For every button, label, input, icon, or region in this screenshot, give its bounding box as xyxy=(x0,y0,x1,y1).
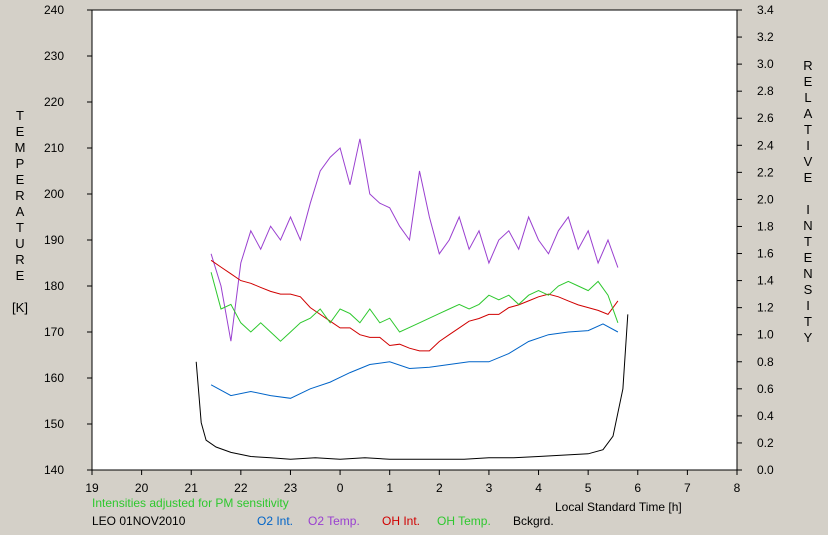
y2-label-char: I xyxy=(806,202,810,217)
y1-label-char: U xyxy=(15,236,24,251)
x-tick-label: 20 xyxy=(135,481,149,495)
y1-label-char: R xyxy=(15,252,24,267)
y2-label-char: I xyxy=(806,298,810,313)
y2-tick-label: 2.0 xyxy=(757,192,774,206)
y1-label-char: E xyxy=(16,268,25,283)
y2-label-char: T xyxy=(804,314,812,329)
y1-label-char: [K] xyxy=(12,300,28,315)
y2-label-char: I xyxy=(806,138,810,153)
x-tick-label: 21 xyxy=(185,481,199,495)
y2-tick-label: 3.4 xyxy=(757,3,774,17)
y1-label-char: R xyxy=(15,188,24,203)
legend-o2-int: O2 Int. xyxy=(257,514,293,528)
y2-label-char: L xyxy=(804,90,811,105)
y2-label-char: S xyxy=(804,282,813,297)
y2-tick-label: 2.8 xyxy=(757,84,774,98)
y2-tick-label: 2.4 xyxy=(757,138,774,152)
y2-tick-label: 0.2 xyxy=(757,436,774,450)
station-label: LEO 01NOV2010 xyxy=(92,514,186,528)
x-tick-label: 8 xyxy=(734,481,741,495)
x-tick-label: 3 xyxy=(486,481,493,495)
x-tick-label: 1 xyxy=(386,481,393,495)
legend-oh-int: OH Int. xyxy=(382,514,420,528)
x-tick-label: 6 xyxy=(634,481,641,495)
y2-tick-label: 0.4 xyxy=(757,409,774,423)
legend-oh-temp: OH Temp. xyxy=(437,514,491,528)
y2-label-char: A xyxy=(804,106,813,121)
y1-tick-label: 200 xyxy=(44,187,64,201)
y2-tick-label: 0.6 xyxy=(757,382,774,396)
x-tick-label: 4 xyxy=(535,481,542,495)
y2-label-char: Y xyxy=(804,330,813,345)
y2-tick-label: 1.8 xyxy=(757,219,774,233)
y1-tick-label: 160 xyxy=(44,371,64,385)
y1-axis: 140 150 160 170 180 190 200 210 220 230 240 xyxy=(44,3,92,477)
y1-tick-label: 170 xyxy=(44,325,64,339)
note-label: Intensities adjusted for PM sensitivity xyxy=(92,496,289,510)
x-tick-label: 22 xyxy=(234,481,248,495)
series-line-o2-int xyxy=(210,323,619,399)
y1-tick-label: 240 xyxy=(44,3,64,17)
y2-tick-label: 0.0 xyxy=(757,463,774,477)
y2-tick-label: 0.8 xyxy=(757,355,774,369)
y2-label-char: R xyxy=(803,58,812,73)
x-tick-label: 0 xyxy=(337,481,344,495)
x-axis: 19 20 21 22 23 0 1 2 3 4 5 6 7 8 xyxy=(85,470,741,495)
series-line-o2-temp xyxy=(210,138,619,342)
y2-label-char: E xyxy=(804,250,813,265)
y1-label-char: T xyxy=(16,220,24,235)
y1-tick-label: 190 xyxy=(44,233,64,247)
y1-tick-label: 210 xyxy=(44,141,64,155)
x-tick-label: 19 xyxy=(85,481,99,495)
y1-tick-label: 150 xyxy=(44,417,64,431)
plot-area xyxy=(91,9,738,471)
x-axis-label: Local Standard Time [h] xyxy=(555,500,682,514)
y2-tick-label: 2.6 xyxy=(757,111,774,125)
y2-label-char: T xyxy=(804,122,812,137)
y2-tick-label: 1.2 xyxy=(757,301,774,315)
y2-tick-label: 1.6 xyxy=(757,247,774,261)
series-line-bckgrd xyxy=(195,314,629,460)
y2-tick-label: 3.0 xyxy=(757,57,774,71)
y1-label-char: T xyxy=(16,108,24,123)
y2-label-char: E xyxy=(804,170,813,185)
y2-label-char: T xyxy=(804,234,812,249)
y2-tick-label: 1.4 xyxy=(757,274,774,288)
x-tick-label: 2 xyxy=(436,481,443,495)
y2-label-char: N xyxy=(803,266,812,281)
y1-tick-label: 180 xyxy=(44,279,64,293)
x-tick-label: 5 xyxy=(585,481,592,495)
legend-o2-temp: O2 Temp. xyxy=(308,514,360,528)
x-tick-label: 23 xyxy=(284,481,298,495)
y1-label-char: A xyxy=(16,204,25,219)
y2-label-char: N xyxy=(803,218,812,233)
y1-tick-label: 230 xyxy=(44,49,64,63)
y2-axis: 0.0 0.2 0.4 0.6 0.8 1.0 1.2 1.4 1.6 1.8 2.0 2.2 2.4 2… xyxy=(737,3,774,477)
series-line-oh-int xyxy=(210,259,619,352)
y2-tick-label: 2.2 xyxy=(757,165,774,179)
y2-label-char: E xyxy=(804,74,813,89)
y2-tick-label: 3.2 xyxy=(757,30,774,44)
y1-label-char: E xyxy=(16,172,25,187)
series-line-oh-temp xyxy=(210,272,619,342)
x-tick-label: 7 xyxy=(684,481,691,495)
y1-label-char: P xyxy=(16,156,25,171)
legend-bckgrd: Bckgrd. xyxy=(513,514,554,528)
y1-tick-label: 220 xyxy=(44,95,64,109)
y2-tick-label: 1.0 xyxy=(757,328,774,342)
y1-tick-label: 140 xyxy=(44,463,64,477)
y1-label-char: M xyxy=(15,140,26,155)
series-layer xyxy=(195,138,629,460)
y2-label-char: V xyxy=(804,154,813,169)
y1-label-char: E xyxy=(16,124,25,139)
